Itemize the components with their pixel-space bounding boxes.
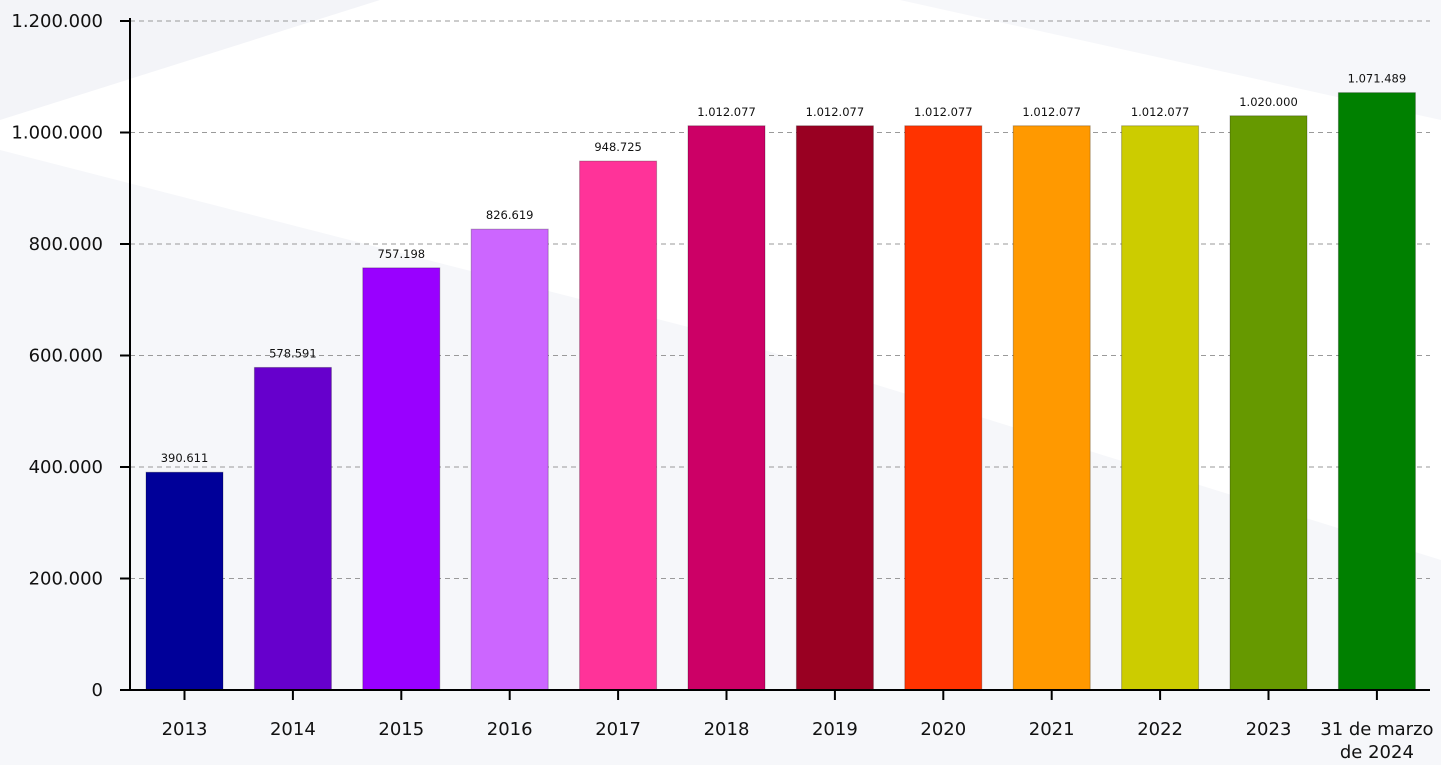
bar: [687, 125, 766, 691]
x-tick-label: 2022: [1137, 719, 1183, 740]
data-label: 1.071.489: [1348, 72, 1407, 86]
x-tick-label: 2020: [920, 719, 966, 740]
data-label: 1.012.077: [1022, 105, 1081, 119]
data-label: 757.198: [378, 247, 426, 261]
bar: [579, 160, 658, 691]
data-label: 1.012.077: [806, 105, 865, 119]
data-label: 826.619: [486, 208, 534, 222]
bar: [145, 471, 224, 691]
data-label: 948.725: [594, 140, 642, 154]
x-tick-label: 31 de marzo: [1320, 719, 1433, 740]
y-tick-label: 1.200.000: [11, 11, 103, 32]
bar: [470, 228, 549, 691]
bar: [362, 267, 441, 691]
x-tick-label: 2019: [812, 719, 858, 740]
bar: [1229, 115, 1308, 691]
x-tick-label: 2013: [162, 719, 208, 740]
bars: [145, 92, 1416, 691]
data-label: 1.012.077: [914, 105, 973, 119]
bar: [1121, 125, 1200, 691]
data-label: 1.020.000: [1239, 95, 1298, 109]
data-label: 390.611: [161, 451, 209, 465]
x-tick-label: 2014: [270, 719, 316, 740]
x-tick-label: 2017: [595, 719, 641, 740]
bar: [1012, 125, 1091, 691]
y-tick-label: 400.000: [29, 457, 103, 478]
data-label: 1.012.077: [697, 105, 756, 119]
y-axis-tick-labels: 0 200.000 400.000 600.000 800.000 1.000.000 1.…: [11, 11, 103, 701]
bar: [253, 366, 332, 691]
y-tick-label: 0: [92, 680, 103, 701]
x-tick-label: de 2024: [1340, 742, 1414, 763]
data-labels: 390.611 578.591 757.198 826.619 948.725 1.012…: [161, 72, 1406, 466]
x-tick-label: 2023: [1246, 719, 1292, 740]
data-label: 1.012.077: [1131, 105, 1190, 119]
x-tick-label: 2016: [487, 719, 533, 740]
gridlines: [130, 20, 1430, 579]
x-tick-label: 2021: [1029, 719, 1075, 740]
bar: [795, 125, 874, 691]
bar: [904, 125, 983, 691]
bar: [1337, 92, 1416, 691]
axes: [120, 18, 1430, 700]
x-tick-label: 2015: [378, 719, 424, 740]
y-tick-label: 800.000: [29, 234, 103, 255]
data-label: 578.591: [269, 346, 317, 360]
x-tick-label: 2018: [704, 719, 750, 740]
x-axis-tick-labels: 2013 2014 2015 2016 2017 2018 2019 2020 2021 2022…: [162, 719, 1434, 763]
y-tick-label: 200.000: [29, 569, 103, 590]
y-tick-label: 1.000.000: [11, 123, 103, 144]
y-tick-label: 600.000: [29, 346, 103, 367]
